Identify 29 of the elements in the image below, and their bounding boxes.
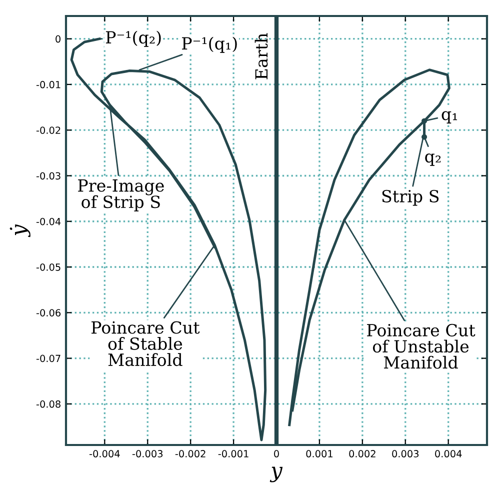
y-tick-label: -0.08 (36, 400, 60, 408)
y-tick-label: -0.06 (36, 309, 61, 316)
y-tick-label: -0.07 (36, 354, 60, 362)
annotation: Poincare Cut of Stable Manifold (92, 321, 200, 366)
annotation: Pre-Image of Strip S (78, 179, 164, 212)
y-axis-title: ẏ (10, 224, 30, 238)
annotation: P⁻¹(q₁) (182, 36, 237, 53)
x-tick-label: 0.003 (392, 450, 419, 458)
x-tick-label: -0.001 (218, 450, 248, 458)
x-axis-title: y (270, 466, 283, 482)
x-tick-label: 0.001 (306, 450, 332, 458)
x-tick-label: 0 (274, 450, 279, 458)
y-tick-label: -0.05 (36, 263, 60, 271)
annotation: q₁ (442, 111, 458, 124)
ref-line-label: Earth (254, 33, 268, 80)
x-tick-label: 0.004 (435, 450, 462, 458)
x-tick-label: 0.002 (349, 450, 376, 458)
annotation: Strip S (382, 190, 439, 206)
y-tick-label: -0.03 (36, 172, 60, 180)
annotation: P⁻¹(q₂) (106, 30, 161, 47)
y-tick-label: -0.04 (36, 218, 61, 226)
x-tick-label: -0.003 (132, 450, 163, 458)
annotation: Poincare Cut of Unstable Manifold (367, 324, 476, 369)
x-tick-label: -0.004 (89, 450, 120, 458)
annotation: q₂ (425, 153, 441, 166)
x-tick-label: -0.002 (175, 450, 206, 458)
y-tick-label: -0.01 (36, 80, 60, 88)
y-tick-label: 0 (56, 35, 60, 43)
y-tick-label: -0.02 (36, 126, 60, 134)
